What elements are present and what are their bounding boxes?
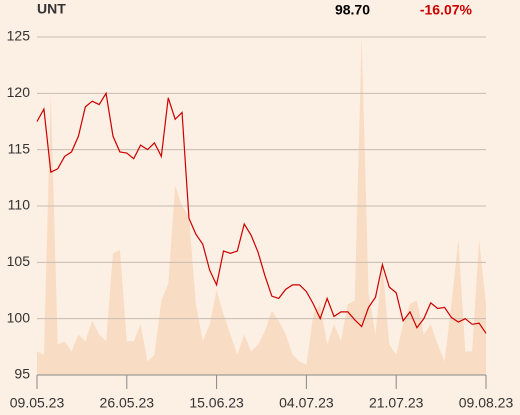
- x-tick-label: 26.05.23: [100, 395, 155, 411]
- volume-area: [37, 37, 486, 375]
- y-tick-label: 105: [7, 253, 31, 269]
- y-tick-label: 120: [7, 84, 31, 100]
- x-tick-label: 09.05.23: [10, 395, 65, 411]
- x-tick-label: 09.08.23: [459, 395, 514, 411]
- y-tick-label: 100: [7, 309, 31, 325]
- change: -16.07%: [420, 2, 473, 18]
- x-tick-label: 21.07.23: [369, 395, 424, 411]
- y-tick-label: 115: [8, 140, 31, 156]
- x-tick-label: 15.06.23: [189, 395, 244, 411]
- price-line: [36, 91, 487, 334]
- price: 98.70: [335, 2, 370, 18]
- y-tick-label: 95: [14, 366, 30, 382]
- y-tick-label: 125: [7, 28, 31, 44]
- symbol: UNT: [37, 1, 66, 17]
- y-tick-label: 110: [8, 197, 31, 213]
- x-tick-label: 04.07.23: [279, 395, 334, 411]
